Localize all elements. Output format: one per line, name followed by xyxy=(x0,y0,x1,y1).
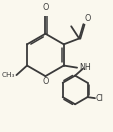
Text: O: O xyxy=(42,77,48,86)
Text: O: O xyxy=(42,3,48,12)
Text: Cl: Cl xyxy=(95,94,102,103)
Text: NH: NH xyxy=(79,63,90,72)
Text: O: O xyxy=(84,14,90,23)
Text: CH₃: CH₃ xyxy=(2,72,15,78)
